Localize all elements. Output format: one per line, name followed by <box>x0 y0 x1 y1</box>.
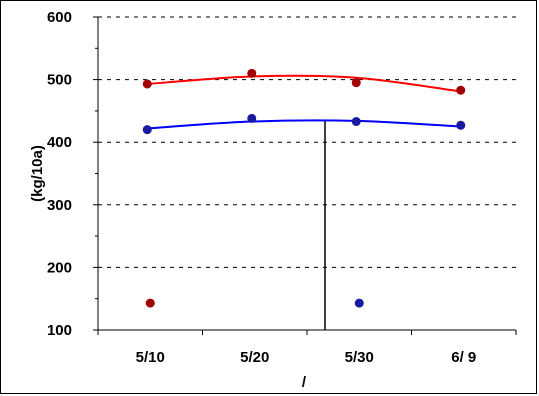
x-tick-label: 6/ 9 <box>451 349 476 366</box>
y-tick-label-300: 300 <box>47 197 72 214</box>
series-2-point <box>456 120 466 130</box>
extra-point <box>354 298 364 308</box>
series-2-point <box>351 117 361 127</box>
series-2-fit-line <box>147 119 461 130</box>
y-tick-label-100: 100 <box>47 322 72 339</box>
y-tick-label-500: 500 <box>47 72 72 89</box>
series-1-point <box>142 79 152 89</box>
y-axis-title: (kg/10a) <box>29 145 46 202</box>
series-1-fit-line <box>147 74 461 93</box>
series-1-point <box>456 85 466 95</box>
series-1-point <box>247 68 257 78</box>
series-1-point <box>351 78 361 88</box>
x-axis-title: / <box>302 374 307 391</box>
x-tick-label: 5/10 <box>136 349 165 366</box>
y-tick-label-200: 200 <box>47 259 72 276</box>
x-tick-label: 5/20 <box>240 349 269 366</box>
x-tick-label: 5/30 <box>345 349 374 366</box>
y-tick-label-400: 400 <box>47 134 72 151</box>
extra-point <box>145 298 155 308</box>
series-2-point <box>247 113 257 123</box>
y-tick-label-600: 600 <box>47 9 72 26</box>
series-2-point <box>142 125 152 135</box>
